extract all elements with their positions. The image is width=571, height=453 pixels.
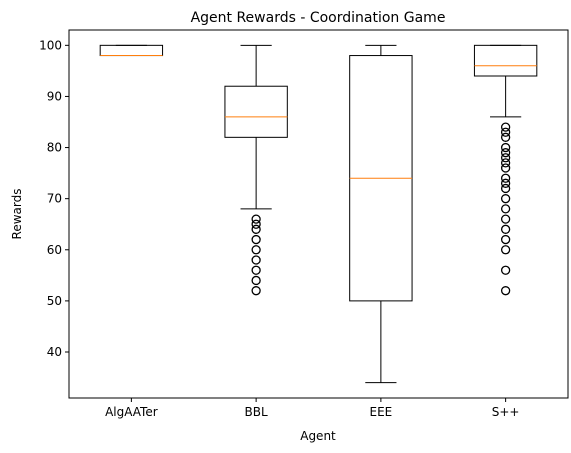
y-tick-label: 50 [47,294,62,308]
x-tick-label: EEE [370,405,393,419]
outlier-point [500,234,511,245]
box-iqr [473,44,538,77]
box-iqr [99,44,164,57]
y-tick-label: 60 [47,243,62,257]
x-tick-label: AlgAATer [105,405,158,419]
outlier-point [251,265,261,275]
outlier-point [251,275,261,286]
box-eee [349,44,413,384]
outlier-point [500,183,511,194]
y-tick-label: 100 [39,38,62,52]
y-tick-label: 70 [47,192,62,206]
outlier-point [500,158,511,168]
outlier-point [251,255,261,265]
outlier-point [500,224,511,234]
y-tick-label: 40 [47,345,62,359]
outlier-point [251,219,261,229]
outlier-point [500,132,511,142]
outlier-point [251,286,261,296]
outlier-point [500,122,511,132]
outlier-point [500,194,511,204]
outlier-point [500,127,511,137]
outlier-point [500,173,511,183]
outlier-point [251,234,261,245]
y-tick-label: 80 [47,141,62,155]
x-axis-title: Agent [300,429,336,443]
box-s- [473,44,538,296]
outlier-point [251,214,261,224]
outlier-point [500,163,511,173]
outlier-point [500,265,511,275]
box-iqr [224,85,288,138]
outlier-point [500,148,511,158]
outlier-point [500,142,511,153]
x-tick-label: BBL [245,405,268,419]
plot-area [68,29,569,399]
outlier-point [500,204,511,214]
outlier-point [251,224,261,234]
y-axis: 40 50 60 70 80 90 100 [39,38,69,359]
y-axis-title: Rewards [10,189,24,240]
box-algaater [99,44,164,57]
box-bbl [224,44,288,296]
outlier-point [500,214,511,224]
outlier-point [500,153,511,163]
outlier-point [500,286,511,296]
boxes-group [99,44,538,384]
outlier-point [500,178,511,188]
x-tick-label: S++ [492,405,520,419]
outlier-point [251,245,261,255]
outlier-point [500,245,511,255]
x-axis: AlgAATer BBL EEE S++ [105,398,519,419]
y-tick-label: 90 [47,89,62,103]
chart-title: Agent Rewards - Coordination Game [191,10,446,26]
